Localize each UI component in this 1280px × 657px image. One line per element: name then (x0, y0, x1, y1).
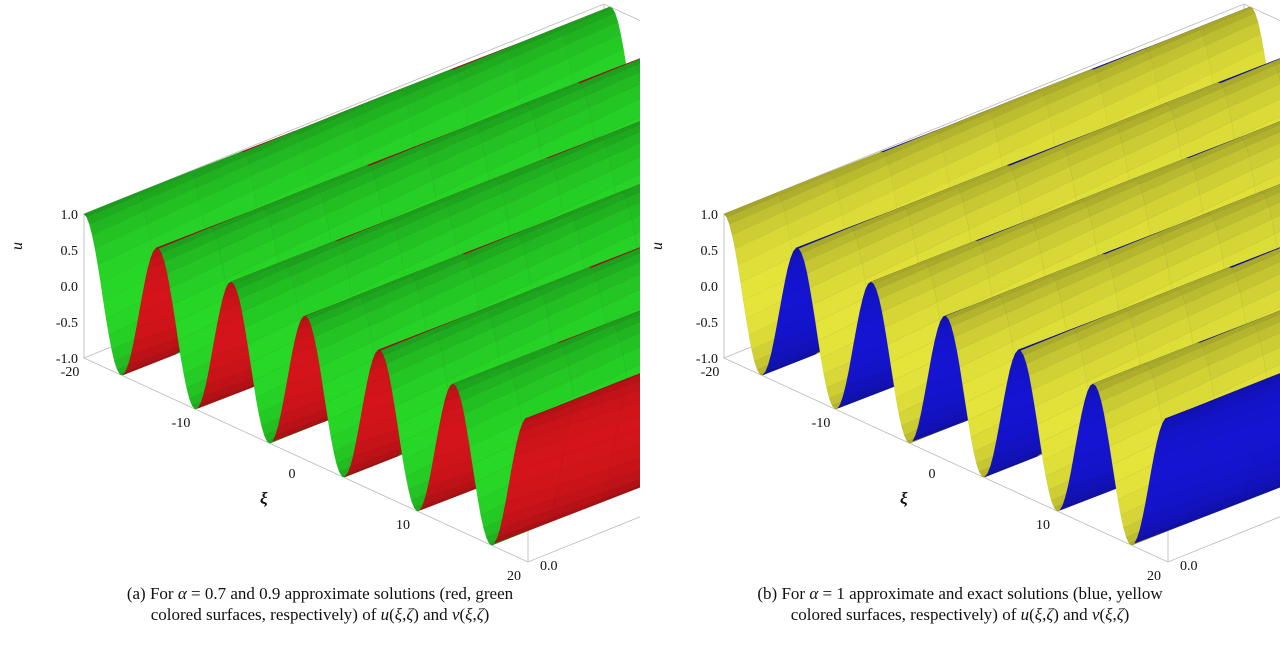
u-tick-label: 0.5 (701, 244, 719, 259)
u-tick-label: 0.0 (61, 280, 79, 295)
xi-tick-label: -10 (812, 416, 831, 431)
xi-tick-label: -20 (61, 365, 80, 380)
caption-b-line2: colored surfaces, respectively) of u(ξ,ζ… (790, 605, 1130, 624)
surface-patch-a (525, 396, 581, 419)
xi-tick-label: 10 (396, 518, 410, 533)
axis-labels: ξζu (649, 242, 908, 508)
xi-tick-label: 0 (929, 467, 936, 482)
surface-patch-a (1269, 58, 1280, 63)
surface-patch-b (632, 58, 640, 66)
u-axis-label: u (9, 242, 26, 250)
xi-axis-label: ξ (900, 489, 908, 508)
surface-patch-a (1165, 396, 1221, 419)
xi-tick-label: 0 (289, 467, 296, 482)
xi-tick-label: 20 (507, 569, 521, 584)
u-axis-label: u (649, 242, 666, 250)
xi-tick-label: -10 (172, 416, 191, 431)
u-tick-label: 1.0 (61, 208, 79, 223)
u-tick-label: -0.5 (696, 316, 718, 331)
surface-patch-b (1272, 58, 1280, 66)
zeta-tick-label: 0.0 (540, 559, 558, 574)
xi-tick-label: 10 (1036, 518, 1050, 533)
caption-b: (b) For α = 1 approximate and exact solu… (640, 583, 1280, 625)
surface-patch-a (629, 58, 640, 63)
caption-a: (a) For α = 0.7 and 0.9 approximate solu… (0, 583, 640, 625)
caption-b-line1: (b) For α = 1 approximate and exact solu… (757, 584, 1163, 603)
u-tick-label: 0.5 (61, 244, 79, 259)
xi-tick-label: 20 (1147, 569, 1161, 584)
xi-axis-label: ξ (260, 489, 268, 508)
u-tick-label: 0.0 (701, 280, 719, 295)
xi-tick-label: -20 (701, 365, 720, 380)
caption-a-line2: colored surfaces, respectively) of u(ξ,ζ… (150, 605, 490, 624)
u-tick-label: -1.0 (696, 352, 718, 367)
u-tick-label: 1.0 (701, 208, 719, 223)
panel-b: -20-10010200.00.51.0-1.0-0.50.00.51.0ξζu… (640, 0, 1280, 657)
panel-a: -20-10010200.00.51.0-1.0-0.50.00.51.0ξζu… (0, 3, 640, 625)
surfaces (83, 6, 640, 546)
zeta-tick-label: 0.0 (1180, 559, 1198, 574)
u-tick-label: -1.0 (56, 352, 78, 367)
u-tick-label: -0.5 (56, 316, 78, 331)
caption-a-line1: (a) For α = 0.7 and 0.9 approximate solu… (126, 584, 514, 603)
axis-labels: ξζu (9, 242, 268, 508)
surfaces (723, 6, 1280, 546)
